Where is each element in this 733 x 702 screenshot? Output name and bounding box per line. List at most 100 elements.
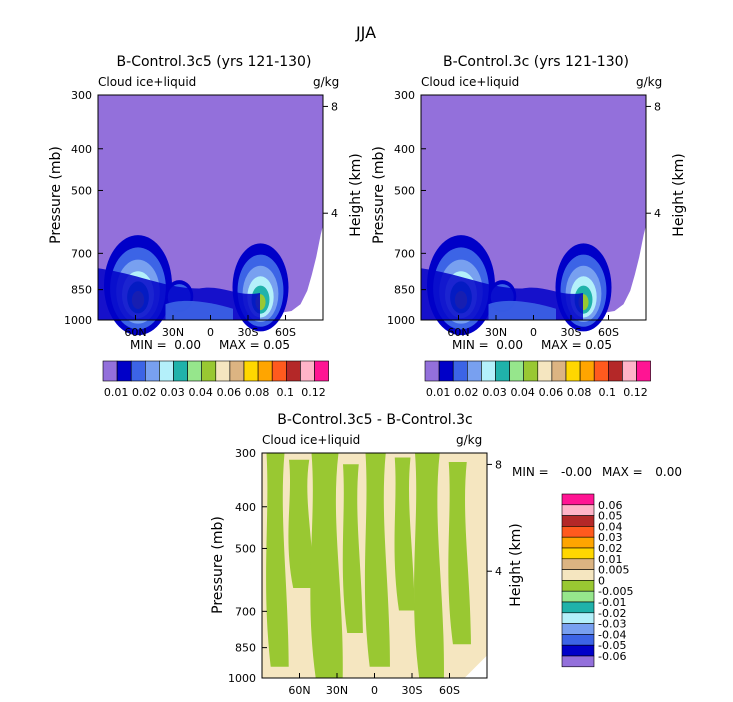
min-value: 0.00 — [174, 338, 201, 352]
x-tick-label: 30N — [485, 326, 507, 339]
panel-title: B-Control.3c5 - B-Control.3c — [277, 412, 473, 428]
contour-plot — [420, 94, 647, 336]
colorbar-label: 0.02 — [132, 386, 157, 399]
difference-green-streak — [448, 462, 471, 645]
colorbar-label: 0.06 — [598, 499, 623, 512]
latitude-axis: 60N 30N 0 30S 60S — [288, 673, 460, 697]
colorbar-swatch — [561, 515, 595, 527]
y2-axis-label: Height (km) — [508, 523, 524, 606]
difference-green-streak — [342, 464, 363, 633]
min-label: MIN = — [452, 338, 489, 352]
difference-green-streak — [364, 453, 390, 667]
panel-title: B-Control.3c (yrs 121-130) — [443, 54, 629, 70]
y-tick-label: 300 — [235, 447, 256, 460]
colorbar-swatch — [551, 360, 567, 382]
units-label: g/kg — [456, 433, 482, 447]
y-tick-label: 700 — [394, 247, 415, 260]
colorbar-swatch — [561, 590, 595, 603]
colorbar-label: 0.04 — [510, 386, 535, 399]
y-tick-label: 500 — [394, 184, 415, 197]
y2-tick-label: 4 — [654, 207, 661, 220]
y-tick-label: 1000 — [64, 314, 92, 327]
colorbar-swatch — [561, 526, 595, 538]
y-axis-label: Pressure (mb) — [371, 146, 387, 244]
colorbar-label: 0.01 — [598, 553, 623, 566]
y-tick-label: 700 — [71, 247, 92, 260]
colorbar-swatch — [314, 360, 329, 382]
figure-title: JJA — [355, 23, 376, 42]
y-tick-label: 500 — [235, 542, 256, 555]
x-tick-label: 30S — [402, 684, 423, 697]
colorbar-label: 0.03 — [482, 386, 507, 399]
latitude-axis: 60N 30N 0 30S 60S — [124, 315, 296, 339]
colorbar-swatch — [229, 360, 245, 382]
x-tick-label: 0 — [207, 326, 214, 339]
colorbar-swatch — [173, 360, 188, 382]
colorbar-label: -0.05 — [598, 639, 626, 652]
colorbar-swatch — [537, 360, 553, 382]
pressure-axis: 300 400 500 700 850 1000 — [228, 447, 267, 685]
contour-plot — [261, 452, 488, 679]
y-tick-label: 850 — [71, 284, 92, 297]
panel-difference: B-Control.3c5 - B-Control.3c Cloud ice+l… — [210, 412, 682, 697]
colorbar-swatch — [523, 360, 539, 382]
y2-tick-label: 4 — [495, 565, 502, 578]
y2-axis-label: Height (km) — [348, 153, 364, 236]
y-tick-label: 700 — [235, 605, 256, 618]
colorbar-swatch — [130, 360, 146, 382]
colorbar-label: 0.06 — [539, 386, 564, 399]
y-axis-label: Pressure (mb) — [210, 516, 226, 614]
colorbar-swatch — [466, 360, 482, 382]
y-tick-label: 400 — [394, 143, 415, 156]
colorbar-swatch — [636, 360, 651, 382]
height-axis: 84 — [487, 458, 502, 578]
terrain-mask — [464, 655, 487, 678]
pressure-axis: 300 400 500 700 850 1000 — [64, 89, 103, 327]
colorbar-label: -0.02 — [598, 607, 626, 620]
y2-tick-label: 8 — [495, 458, 502, 471]
max-label: MAX = — [602, 465, 643, 479]
colorbar-swatch — [145, 360, 160, 382]
colorbar-swatch — [561, 536, 595, 549]
colorbar-label: 0.02 — [454, 386, 479, 399]
y-tick-label: 850 — [394, 284, 415, 297]
y2-tick-label: 8 — [331, 100, 338, 113]
variable-label: Cloud ice+liquid — [421, 75, 519, 89]
colorbar-swatch — [495, 360, 510, 382]
colorbar-label: 0.02 — [598, 542, 623, 555]
colorbar-swatch — [561, 644, 595, 657]
colorbar-label: 0.12 — [623, 386, 648, 399]
colorbar-label: -0.01 — [598, 596, 626, 609]
colorbar-swatch — [561, 634, 595, 646]
colorbar-label: 0.12 — [301, 386, 326, 399]
latitude-axis: 60N 30N 0 30S 60S — [447, 315, 619, 339]
y-tick-label: 300 — [394, 89, 415, 102]
colorbar-swatch — [481, 360, 496, 382]
colorbar-swatch — [561, 623, 595, 635]
max-value: 0.00 — [655, 465, 682, 479]
colorbar-label: 0.04 — [188, 386, 213, 399]
min-label: MIN = — [130, 338, 167, 352]
colorbar: 0.01 0.02 0.03 0.04 0.06 0.08 0.1 0.12 — [424, 360, 651, 399]
colorbar-label: 0.01 — [426, 386, 451, 399]
colorbar: 0.01 0.02 0.03 0.04 0.06 0.08 0.1 0.12 — [102, 360, 329, 399]
pressure-axis: 300 400 500 700 850 1000 — [387, 89, 426, 327]
y2-axis-label: Height (km) — [671, 153, 687, 236]
colorbar-swatch — [438, 360, 454, 382]
colorbar-swatch — [300, 360, 315, 382]
y2-tick-label: 4 — [331, 207, 338, 220]
x-tick-label: 30N — [326, 684, 348, 697]
contour-plot — [97, 94, 324, 336]
y-tick-label: 1000 — [228, 672, 256, 685]
colorbar-swatch — [561, 612, 595, 624]
y-tick-label: 850 — [235, 642, 256, 655]
difference-green-streak — [414, 453, 444, 678]
height-axis: 84 — [646, 100, 661, 220]
colorbar-label: 0.06 — [217, 386, 242, 399]
difference-green-streak — [266, 453, 289, 667]
colorbar-swatch — [565, 360, 581, 382]
colorbar-swatch — [561, 547, 595, 560]
max-label: MAX = — [541, 338, 582, 352]
colorbar-label: -0.04 — [598, 628, 626, 641]
